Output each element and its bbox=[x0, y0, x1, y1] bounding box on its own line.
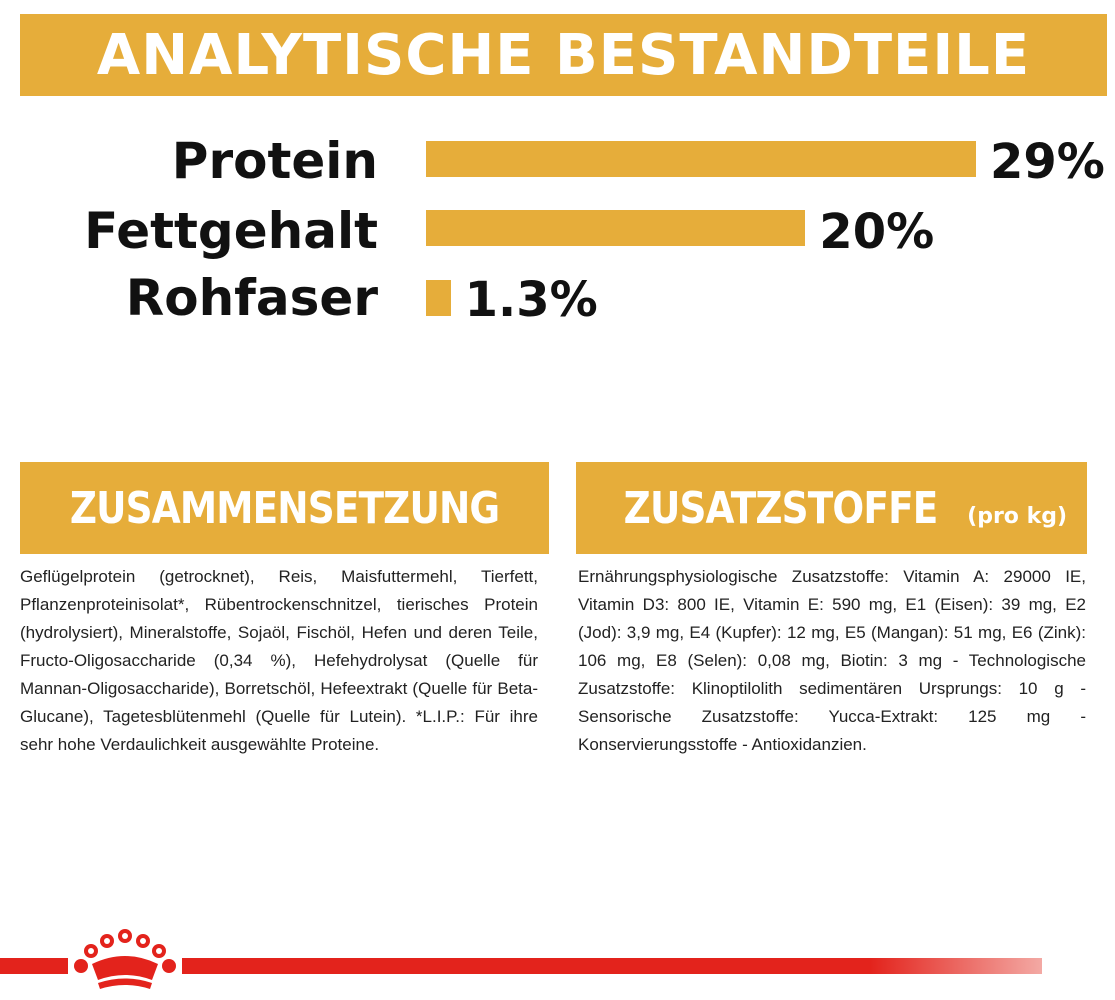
composition-title: ZUSAMMENSETZUNG bbox=[69, 482, 500, 534]
nutrient-label-protein: Protein bbox=[171, 132, 378, 190]
nutrient-label-fettgehalt: Fettgehalt bbox=[84, 202, 378, 260]
nutrient-bar-rohfaser bbox=[426, 280, 451, 316]
nutrient-bar-fettgehalt bbox=[426, 210, 806, 246]
nutrient-value-protein: 29% bbox=[990, 134, 1105, 190]
additives-title: ZUSATZSTOFFE bbox=[623, 482, 939, 534]
composition-header: ZUSAMMENSETZUNG bbox=[20, 462, 549, 554]
additives-title-suffix: (pro kg) bbox=[967, 503, 1067, 529]
nutrient-value-rohfaser: 1.3% bbox=[464, 272, 598, 328]
footer-line-right bbox=[182, 958, 1042, 974]
additives-text: Ernährungsphysiologische Zusatzstoffe: V… bbox=[578, 567, 1086, 754]
footer-line-left bbox=[0, 958, 68, 974]
nutrient-label-rohfaser: Rohfaser bbox=[125, 269, 378, 327]
crown-logo-icon bbox=[74, 929, 176, 989]
header-banner: ANALYTISCHE BESTANDTEILE bbox=[20, 14, 1107, 96]
nutrient-bar-chart: Protein 29% Fettgehalt 20% Rohfaser 1.3% bbox=[0, 0, 1115, 340]
nutrient-value-fettgehalt: 20% bbox=[819, 204, 935, 260]
additives-header: ZUSATZSTOFFE (pro kg) bbox=[576, 462, 1087, 554]
page-title: ANALYTISCHE BESTANDTEILE bbox=[96, 22, 1031, 88]
nutrient-bar-protein bbox=[426, 141, 976, 177]
composition-text: Geflügelprotein (getrocknet), Reis, Mais… bbox=[20, 567, 538, 754]
